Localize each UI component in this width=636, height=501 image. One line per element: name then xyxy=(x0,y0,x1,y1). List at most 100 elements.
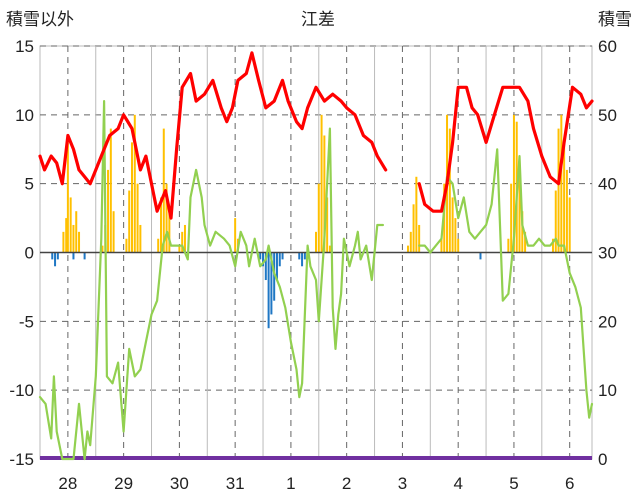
snowfall-bar xyxy=(157,238,160,253)
snowfall-bar xyxy=(524,231,527,253)
line-series xyxy=(38,51,594,461)
right-axis-ticks: 60 50 40 30 20 10 0 xyxy=(598,37,617,469)
negative-bar xyxy=(479,252,482,260)
snowfall-bar xyxy=(139,224,142,253)
left-tick-label: 5 xyxy=(25,175,34,194)
negative-bar xyxy=(83,252,86,260)
snowfall-bar xyxy=(107,169,110,253)
left-tick-label: 10 xyxy=(15,106,34,125)
negative-bar xyxy=(264,252,267,281)
snowfall-bar xyxy=(128,190,131,253)
snowfall-bar xyxy=(521,211,524,253)
right-tick-label: 60 xyxy=(598,37,617,56)
snowfall-bar xyxy=(109,128,112,253)
x-tick-label: 6 xyxy=(565,474,574,493)
negative-bar xyxy=(259,252,262,260)
snowfall-bar xyxy=(328,245,331,253)
negative-bar xyxy=(301,252,304,267)
snowfall-bar xyxy=(125,238,128,253)
snowfall-bar xyxy=(65,218,68,253)
temperature-line xyxy=(418,148,594,419)
snowfall-bar xyxy=(168,211,171,253)
snowfall-bar xyxy=(554,190,557,253)
snowfall-bar xyxy=(454,218,457,253)
negative-bar xyxy=(267,252,270,329)
right-tick-label: 30 xyxy=(598,244,617,263)
snowfall-bar xyxy=(551,238,554,253)
snowfall-bar xyxy=(323,135,326,253)
snowfall-bar xyxy=(512,114,515,253)
temperature-line xyxy=(38,99,384,461)
snowfall-bar xyxy=(448,128,451,253)
snowfall-bar xyxy=(409,231,412,253)
snowfall-bar xyxy=(510,183,513,253)
right-axis-title: 積雪 xyxy=(598,10,632,29)
negative-bar xyxy=(281,252,284,260)
snowfall-bar xyxy=(557,128,560,253)
snowfall-bar xyxy=(407,245,409,253)
snowfall-bar xyxy=(440,238,443,253)
x-tick-label: 4 xyxy=(453,474,462,493)
snowfall-bar xyxy=(326,197,329,253)
snowfall-bar xyxy=(66,142,69,253)
snowfall-bar xyxy=(159,197,162,253)
x-tick-label: 1 xyxy=(286,474,295,493)
snowfall-bar xyxy=(315,231,317,253)
right-tick-label: 40 xyxy=(598,175,617,194)
snowfall-bar xyxy=(136,183,139,253)
left-tick-label: 0 xyxy=(25,244,34,263)
snowfall-bar xyxy=(320,114,323,253)
negative-bar xyxy=(51,252,54,260)
snowfall-bar xyxy=(131,142,133,253)
x-tick-label: 3 xyxy=(398,474,407,493)
snowfall-bar xyxy=(568,197,571,253)
negative-bar xyxy=(275,252,278,281)
bar-series xyxy=(51,114,571,329)
x-tick-label: 2 xyxy=(342,474,351,493)
negative-bar xyxy=(56,252,59,260)
negative-bar xyxy=(303,252,306,260)
negative-bar xyxy=(54,252,57,267)
snowfall-bar xyxy=(451,197,454,253)
left-axis-ticks: 15 10 5 0 -5 -10 -15 xyxy=(9,37,34,469)
right-tick-label: 20 xyxy=(598,312,617,331)
snowfall-bar xyxy=(181,231,184,253)
x-tick-label: 28 xyxy=(58,474,77,493)
snowfall-bar xyxy=(69,197,72,253)
snowfall-bar xyxy=(518,169,521,253)
right-tick-label: 0 xyxy=(598,450,607,469)
snowfall-bar xyxy=(507,238,510,253)
snowfall-bar xyxy=(234,218,237,253)
snowfall-bar xyxy=(101,245,104,253)
x-tick-label: 30 xyxy=(170,474,189,493)
x-tick-label: 29 xyxy=(114,474,133,493)
negative-bar xyxy=(270,252,273,315)
left-tick-label: -10 xyxy=(9,381,34,400)
left-tick-label: 15 xyxy=(15,37,34,56)
x-axis-ticks: 28 29 30 31 1 2 3 4 5 6 xyxy=(58,474,574,493)
left-axis-title: 積雪以外 xyxy=(6,10,74,29)
snowfall-bar xyxy=(178,245,181,253)
snowfall-bar xyxy=(560,114,563,253)
negative-bar xyxy=(298,252,301,260)
left-tick-label: -5 xyxy=(19,312,34,331)
negative-bar xyxy=(278,252,281,267)
snowfall-bar xyxy=(62,231,65,253)
snowfall-bar xyxy=(418,224,421,253)
snow-depth-line xyxy=(38,51,388,220)
snowfall-bar xyxy=(78,231,81,253)
snowfall-bar xyxy=(165,183,168,253)
snowfall-bar xyxy=(415,176,418,253)
x-tick-label: 31 xyxy=(226,474,245,493)
snowfall-bar xyxy=(162,128,165,253)
left-tick-label: -15 xyxy=(9,450,34,469)
snowfall-bar xyxy=(565,169,568,253)
x-tick-label: 5 xyxy=(509,474,518,493)
snowfall-bar xyxy=(412,204,415,253)
snowfall-bar xyxy=(563,142,566,253)
snowfall-bar xyxy=(75,211,78,253)
snowfall-bar xyxy=(133,114,136,253)
snowfall-bar xyxy=(317,183,320,253)
negative-bar xyxy=(72,252,75,260)
